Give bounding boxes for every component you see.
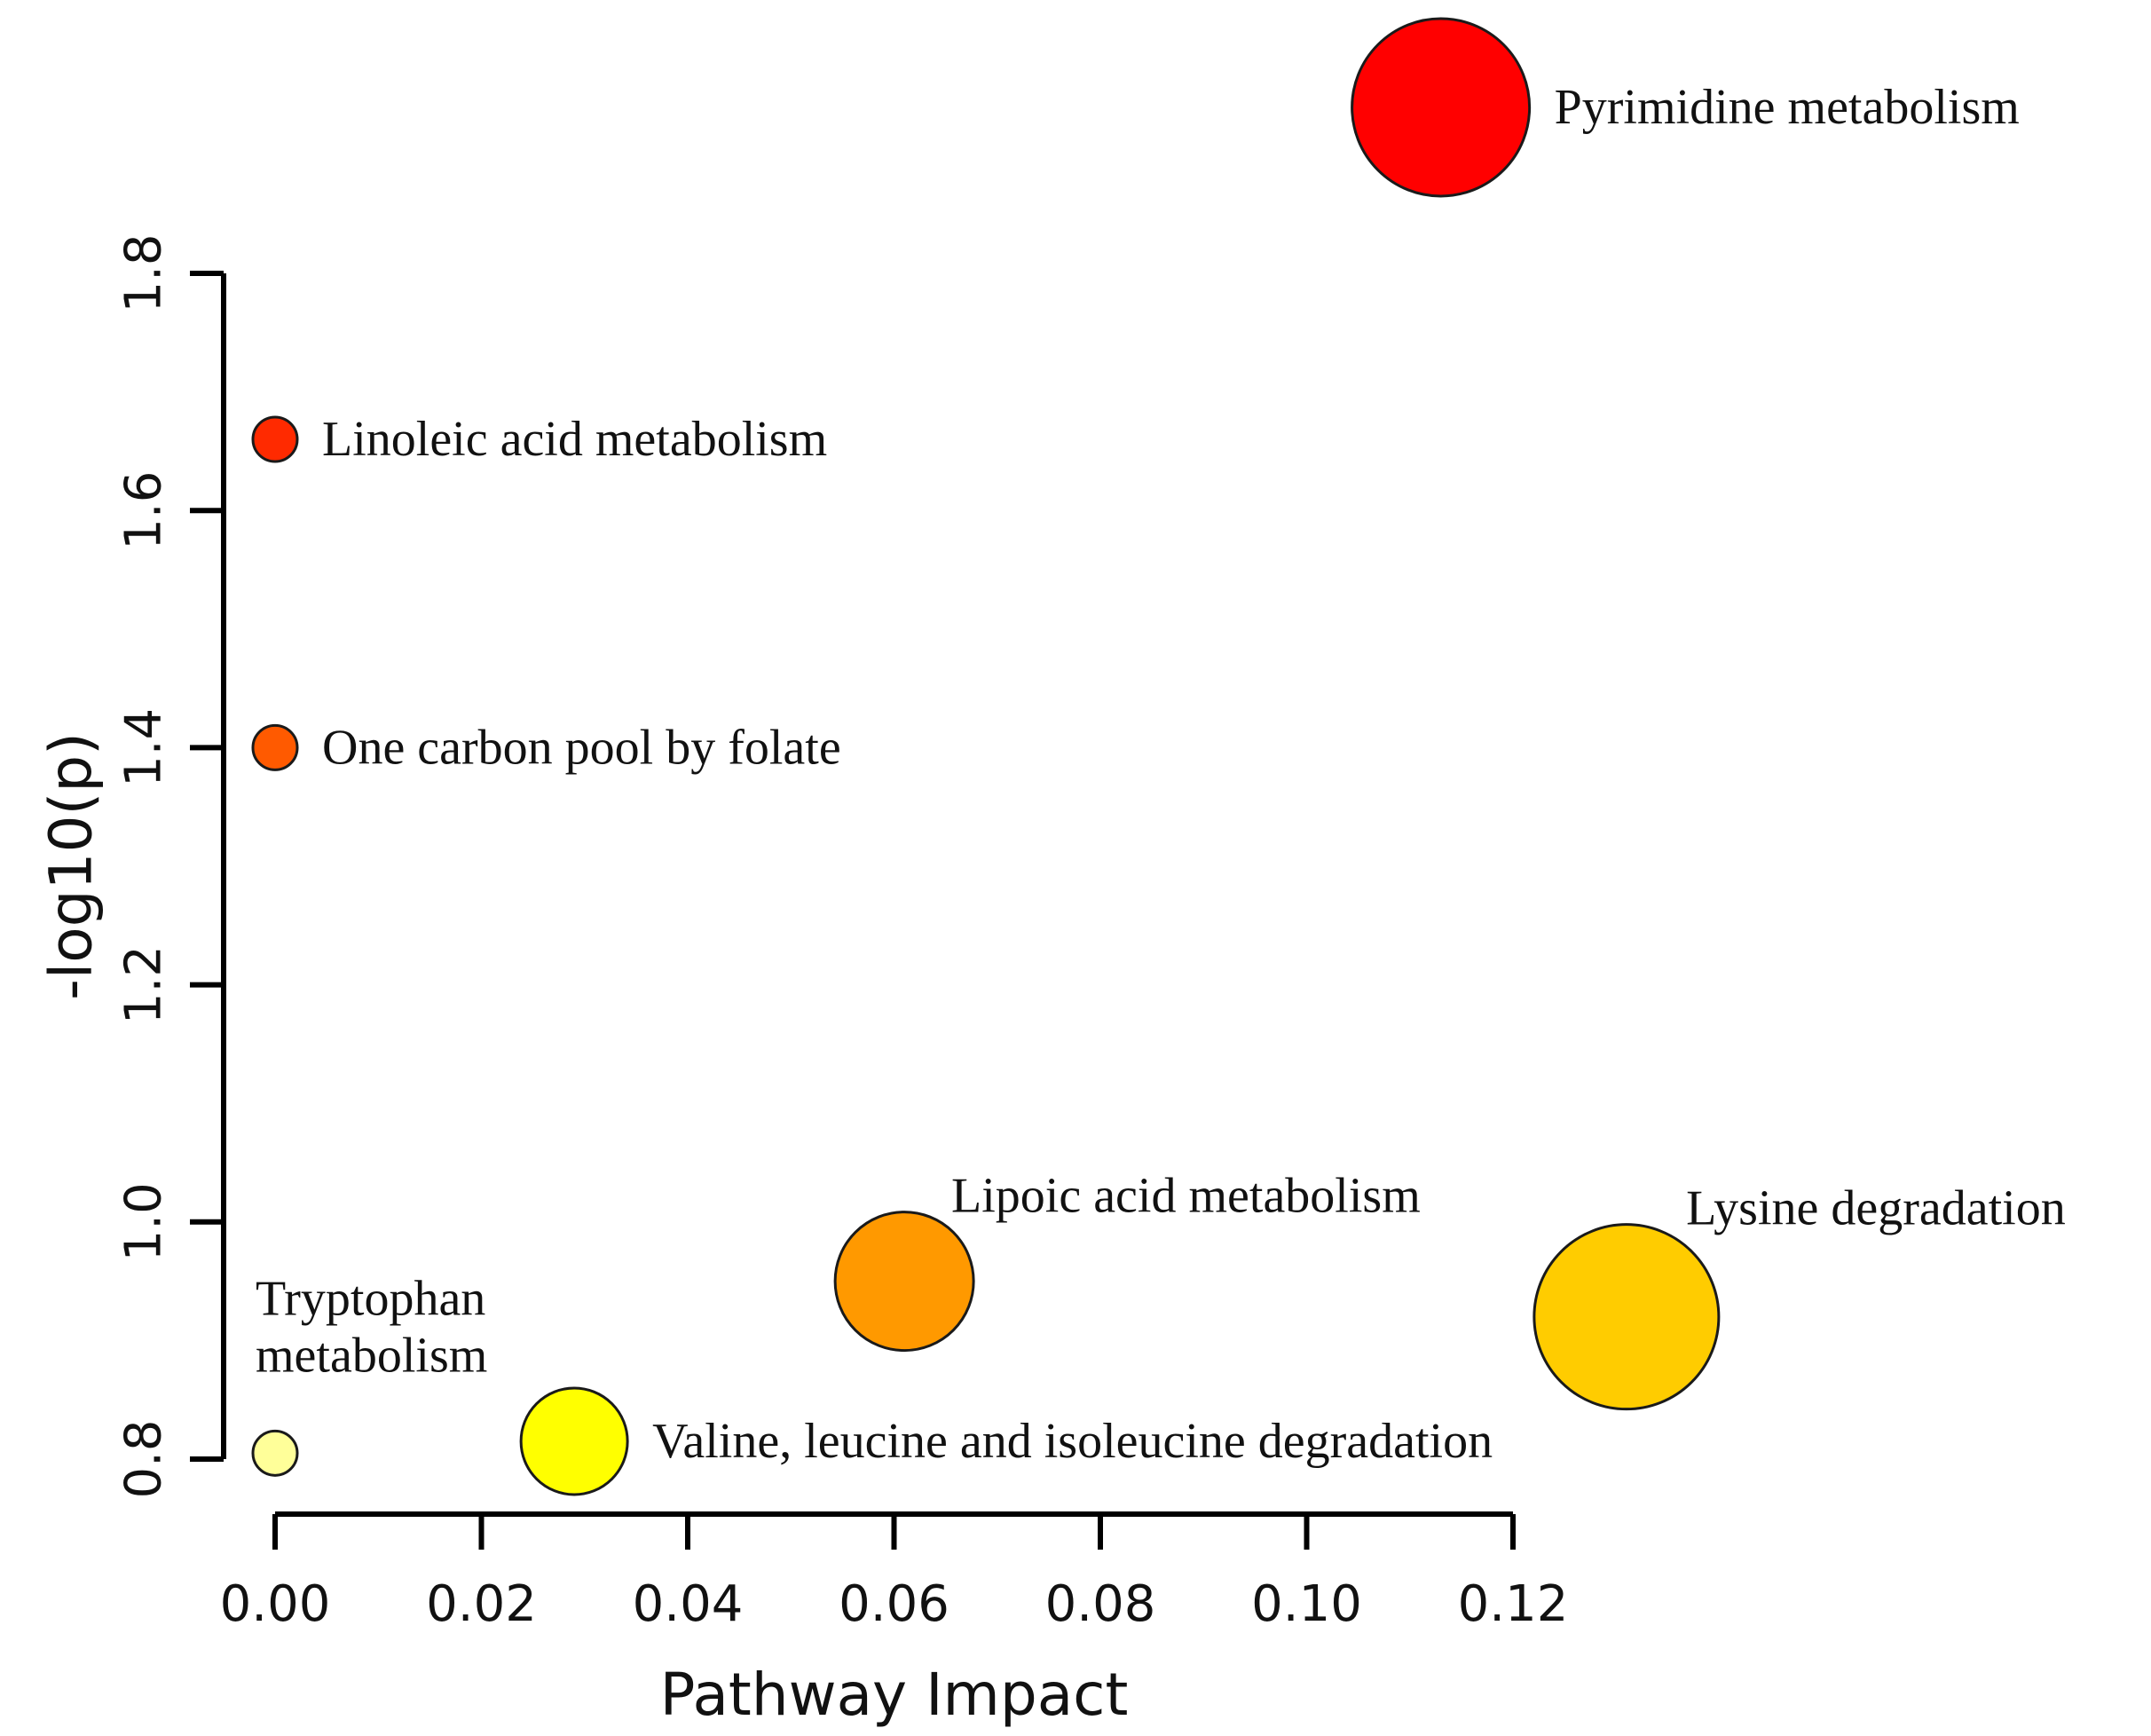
x-axis-title: Pathway Impact [660,1661,1129,1729]
x-tick-label: 0.06 [839,1575,949,1633]
bubble-labels: Pyrimidine metabolism Linoleic acid metab… [256,80,2066,1469]
bubble-label: Pyrimidine metabolism [1555,80,2020,135]
bubble-label: metabolism [256,1328,487,1383]
x-ticks: 0.00 0.02 0.04 0.06 0.08 0.10 0.12 [220,1514,1569,1633]
y-tick-label: 1.2 [115,945,173,1024]
y-ticks: 0.8 1.0 1.2 1.4 1.6 1.8 [115,233,224,1499]
y-axis-title: -log10(p) [37,732,106,1000]
bubble [251,1429,299,1477]
bubble [251,723,299,771]
x-tick-label: 0.02 [426,1575,537,1633]
bubble [1351,17,1532,198]
x-tick-label: 0.00 [220,1575,331,1633]
bubbles [251,17,1721,1496]
bubble-label: Linoleic acid metabolism [322,412,827,467]
bubble-label: Lysine degradation [1686,1181,2066,1236]
bubble-label: Tryptophan [256,1271,485,1326]
bubble-label: One carbon pool by folate [322,720,841,775]
x-tick-label: 0.04 [633,1575,744,1633]
x-tick-label: 0.08 [1045,1575,1156,1633]
y-tick-label: 1.6 [115,471,173,550]
y-tick-label: 0.8 [115,1419,173,1498]
bubble [519,1386,629,1496]
bubble [833,1211,975,1353]
bubble-label: Lipoic acid metabolism [951,1169,1421,1224]
bubble-label: Valine, leucine and isoleucine degradati… [652,1414,1493,1469]
bubble [1532,1223,1721,1411]
x-tick-label: 0.10 [1251,1575,1362,1633]
y-tick-label: 1.0 [115,1182,173,1261]
bubble [251,415,299,463]
x-tick-label: 0.12 [1458,1575,1569,1633]
y-tick-label: 1.8 [115,233,173,312]
y-tick-label: 1.4 [115,708,173,787]
